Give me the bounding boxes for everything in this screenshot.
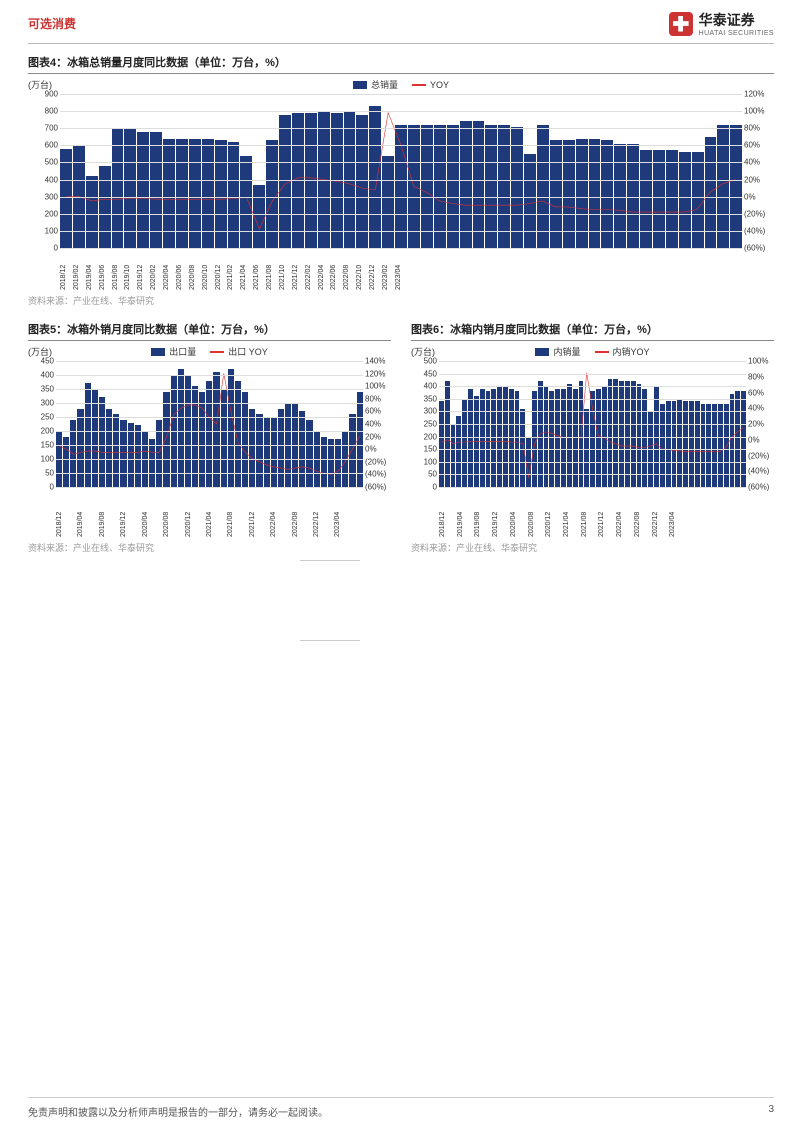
- company-logo: 华泰证券 HUATAI SECURITIES: [669, 10, 774, 37]
- legend-item: YOY: [412, 78, 449, 91]
- chart5-title: 图表5：冰箱外销月度同比数据（单位：万台，%）: [28, 321, 391, 341]
- legend-item: 总销量: [353, 78, 398, 91]
- chart6: (万台) 内销量内销YOY 05010015020025030035040045…: [411, 347, 774, 537]
- chart4: (万台) 总销量YOY 0100200300400500600700800900…: [28, 80, 774, 290]
- chart5: (万台) 出口量出口 YOY 0501001502002503003504004…: [28, 347, 391, 537]
- chart6-source: 资料来源：产业在线、华泰研究: [411, 541, 774, 554]
- chart6-title: 图表6：冰箱内销月度同比数据（单位：万台，%）: [411, 321, 774, 341]
- chart5-source: 资料来源：产业在线、华泰研究: [28, 541, 391, 554]
- chart5-legend: 出口量 出口 YOY: [28, 345, 391, 358]
- chart6-legend: 内销量 内销YOY: [411, 345, 774, 358]
- page-number: 3: [768, 1104, 774, 1119]
- chart4-source: 资料来源：产业在线、华泰研究: [28, 294, 774, 307]
- section-title: 可选消费: [28, 15, 76, 32]
- decorative-line: [300, 560, 360, 561]
- legend-item: 内销量: [535, 345, 580, 358]
- legend-item: 出口 YOY: [210, 345, 268, 358]
- legend-item: 内销YOY: [595, 345, 650, 358]
- legend-item: 出口量: [151, 345, 196, 358]
- logo-en: HUATAI SECURITIES: [699, 30, 774, 37]
- decorative-line: [300, 640, 360, 641]
- chart4-legend: 总销量 YOY: [28, 78, 774, 91]
- logo-icon: [669, 12, 693, 36]
- logo-cn: 华泰证券: [699, 10, 774, 30]
- header-divider: [28, 43, 774, 44]
- footer-disclaimer: 免责声明和披露以及分析师声明是报告的一部分，请务必一起阅读。: [28, 1104, 328, 1119]
- chart4-title: 图表4：冰箱总销量月度同比数据（单位：万台，%）: [28, 54, 774, 74]
